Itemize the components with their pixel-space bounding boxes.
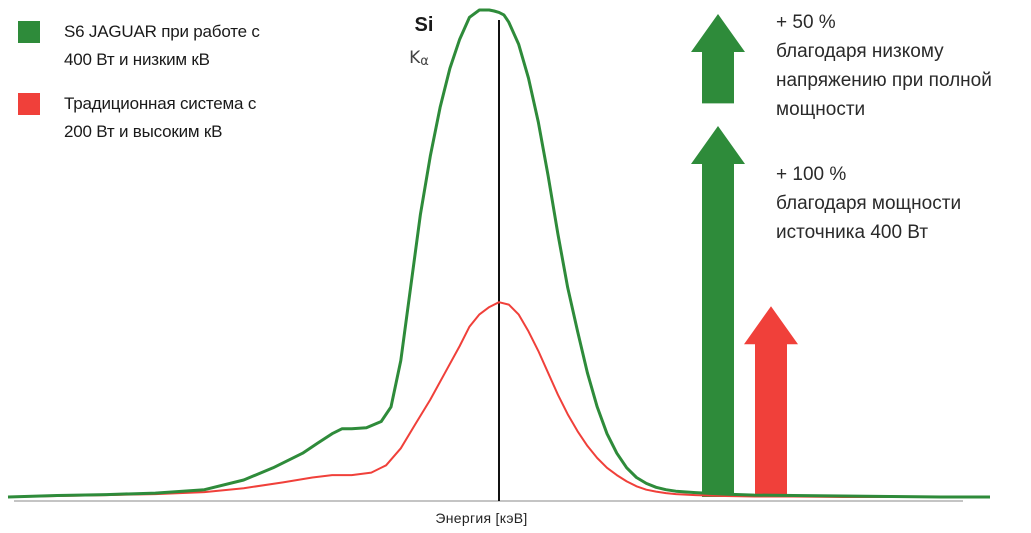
series-line-traditional	[7, 301, 990, 498]
series-line-jaguar	[7, 8, 990, 499]
arrow-plus-50	[691, 14, 745, 104]
legend-item-traditional: Традиционная система с 200 Вт и высоким …	[18, 90, 348, 146]
legend-label-jaguar: S6 JAGUAR при работе с 400 Вт и низким к…	[64, 22, 260, 69]
arrow-plus-100	[691, 126, 745, 497]
legend-swatch-red	[18, 93, 40, 115]
annotation-power-source: + 100 % благодаря мощности источника 400…	[776, 164, 962, 243]
peak-line-label: Kα	[399, 48, 439, 69]
x-axis-label: Энергия [кэВ]	[435, 510, 528, 526]
peak-line-letter: K	[409, 48, 421, 68]
legend: S6 JAGUAR при работе с 400 Вт и низким к…	[18, 18, 348, 162]
peak-line-subscript: α	[420, 54, 429, 69]
legend-item-jaguar: S6 JAGUAR при работе с 400 Вт и низким к…	[18, 18, 348, 74]
legend-label-traditional: Традиционная система с 200 Вт и высоким …	[64, 94, 257, 141]
annotation-low-voltage: + 50 % благодаря низкому напряжению при …	[776, 12, 992, 120]
legend-swatch-green	[18, 21, 40, 43]
peak-element-label: Si	[414, 14, 434, 36]
arrow-traditional	[744, 306, 798, 497]
